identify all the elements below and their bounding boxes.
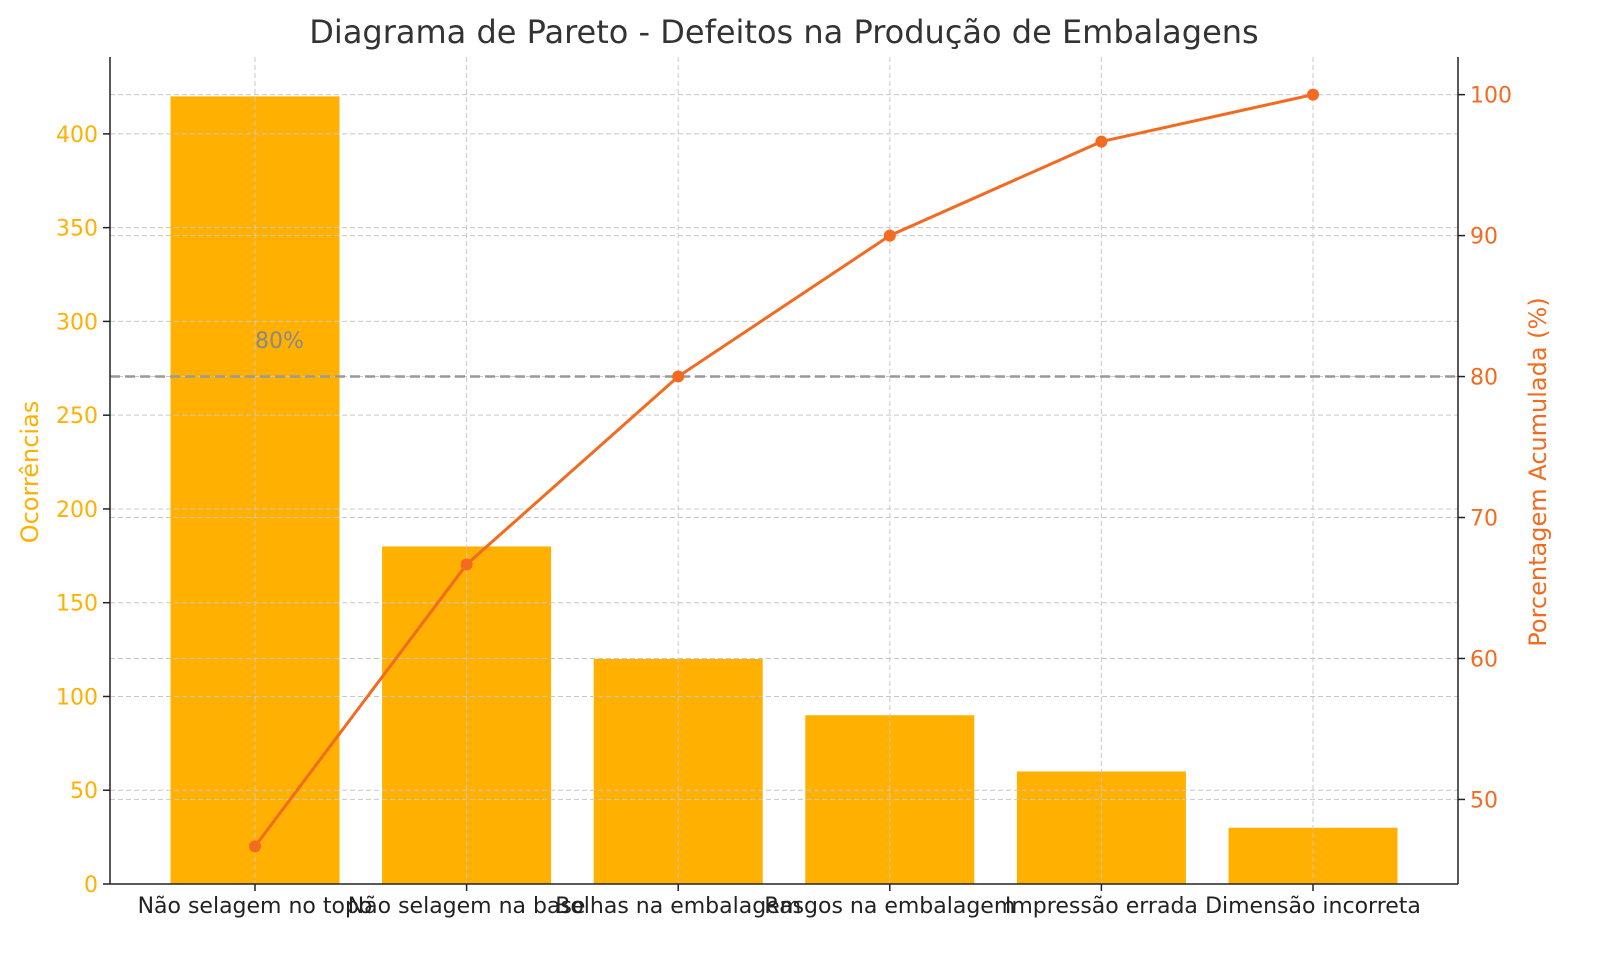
y-tick-label-right: 80 (1470, 366, 1498, 391)
y-tick-label-right: 90 (1470, 225, 1498, 250)
x-tick-label: Dimensão incorreta (1205, 894, 1421, 919)
cumulative-point (672, 370, 685, 383)
cumulative-point (1095, 135, 1108, 148)
x-tick-label: Não selagem na base (348, 894, 586, 919)
y-tick-label-left: 400 (56, 123, 98, 148)
x-tick-label: Bolhas na embalagem (555, 894, 801, 919)
y-tick-label-right: 50 (1470, 788, 1498, 813)
cumulative-line-path (253, 93, 1314, 848)
y-tick-label-left: 0 (84, 873, 98, 898)
y-axis-left-label: Ocorrências (16, 401, 44, 544)
bars (170, 96, 1398, 884)
y-axis-right-label: Porcentagem Acumulada (%) (1524, 297, 1552, 646)
cumulative-point (1307, 88, 1319, 101)
cumulative-point (249, 840, 261, 853)
y-tick-label-left: 250 (56, 404, 98, 429)
y-tick-label-left: 350 (56, 217, 98, 242)
x-tick-label: Rasgos na embalagem (764, 894, 1015, 919)
y-tick-label-left: 100 (56, 685, 98, 710)
y-tick-label-right: 100 (1470, 84, 1512, 109)
y-tick-label-left: 150 (56, 592, 98, 617)
x-tick-label: Não selagem no topo (138, 894, 373, 919)
cumulative-point (883, 229, 896, 242)
y-tick-label-right: 60 (1470, 647, 1498, 672)
y-tick-label-left: 50 (70, 779, 98, 804)
axes: 0 50 100 150 200 250 300 350 400 50 60 70 80 90 100 Não… (56, 57, 1512, 919)
chart-title: Diagrama de Pareto - Defeitos na Produçã… (309, 13, 1258, 51)
cumulative-line (110, 88, 1458, 853)
x-tick-label: Impressão errada (1005, 894, 1198, 919)
y-tick-label-left: 300 (56, 310, 98, 335)
threshold-label: 80% (255, 329, 304, 354)
y-tick-label-right: 70 (1470, 507, 1498, 532)
cumulative-point (460, 558, 473, 571)
y-tick-label-left: 200 (56, 498, 98, 523)
